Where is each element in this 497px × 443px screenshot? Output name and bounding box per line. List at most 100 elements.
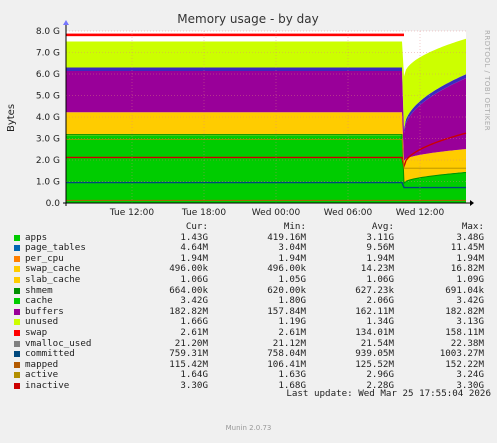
legend-label: inactive	[25, 379, 70, 391]
legend-avg: 14.23M	[360, 263, 394, 275]
legend-max: 22.38M	[450, 337, 484, 349]
y-tick-label: 5.0 G	[36, 92, 60, 102]
col-min: Min:	[283, 221, 306, 232]
area-slab-cache	[66, 112, 466, 184]
legend-avg: 2.28G	[366, 379, 394, 391]
legend-swatch	[14, 298, 20, 305]
y-tick-label: 4.0 G	[36, 113, 60, 123]
legend-avg: 134.01M	[355, 326, 394, 338]
legend-label: shmem	[25, 284, 53, 296]
legend-row-swap: swap 2.61M 2.61M 134.01M 158.11M	[12, 326, 490, 339]
line-shmem	[66, 134, 467, 185]
legend-label: swap	[25, 326, 48, 338]
legend-row-vmalloc-used: vmalloc_used 21.20M 21.12M 21.54M 22.38M	[12, 337, 490, 350]
legend-min: 620.00k	[267, 284, 306, 296]
legend-swatch	[14, 308, 20, 315]
legend-min: 496.00k	[267, 263, 306, 275]
legend-min: 3.04M	[278, 242, 306, 254]
x-axis-arrow	[470, 200, 474, 206]
area-layers	[66, 33, 466, 203]
legend-label: mapped	[25, 358, 59, 370]
legend-max: 1.09G	[456, 273, 484, 285]
legend-label: swap_cache	[25, 263, 81, 275]
legend-swatch	[14, 340, 20, 347]
legend-row-inactive: inactive 3.30G 1.68G 2.28G 3.30G	[12, 379, 490, 392]
legend-avg: 939.05M	[355, 348, 394, 360]
legend-avg: 627.23k	[355, 284, 394, 296]
y-axis-arrow	[63, 20, 69, 25]
legend-max: 3.48G	[456, 231, 484, 243]
legend-max: 3.13G	[456, 316, 484, 328]
legend-swatch	[14, 287, 20, 294]
rrdtool-credit: RRDTOOL / TOBI OETIKER	[483, 30, 491, 131]
x-tick-label: Tue 18:00	[181, 208, 226, 218]
x-tick-label: Wed 06:00	[324, 208, 373, 218]
legend-max: 3.42G	[456, 295, 484, 307]
y-tick-label: 8.0 G	[36, 27, 60, 37]
y-tick-label: 6.0 G	[36, 70, 60, 80]
legend-swatch	[14, 351, 20, 358]
legend-row-buffers: buffers 182.82M 157.84M 162.11M 182.82M	[12, 305, 490, 318]
line-inactive	[66, 132, 467, 170]
legend-cur: 664.00k	[169, 284, 208, 296]
legend-min: 1.05G	[278, 273, 306, 285]
legend-label: active	[25, 369, 59, 381]
legend-cur: 759.31M	[169, 348, 208, 360]
y-tick-label: 0.0	[46, 199, 61, 209]
col-cur: Cur:	[185, 221, 208, 232]
y-tick-label: 1.0 G	[36, 178, 60, 188]
legend-cur: 3.42G	[180, 295, 208, 307]
last-update: Last update: Wed Mar 25 17:55:04 2026	[286, 388, 491, 399]
legend-avg: 1.06G	[366, 273, 394, 285]
legend-cur: 1.94M	[180, 252, 208, 264]
legend-row-slab-cache: slab_cache 1.06G 1.05G 1.06G 1.09G	[12, 273, 490, 286]
legend-label: slab_cache	[25, 273, 81, 285]
x-axis-ticks: Tue 12:00 Tue 18:00 Wed 00:00 Wed 06:00 Wed …	[109, 208, 445, 218]
munin-version: Munin 2.0.73	[225, 424, 272, 432]
legend-swatch	[14, 372, 20, 379]
col-max: Max:	[461, 221, 484, 232]
legend-cur: 3.30G	[180, 379, 208, 391]
legend-max: 182.82M	[445, 305, 484, 317]
legend-swatch	[14, 255, 20, 262]
legend-min: 21.12M	[272, 337, 306, 349]
legend-label: cache	[25, 295, 53, 307]
legend-cur: 1.66G	[180, 316, 208, 328]
legend-max: 3.30G	[456, 379, 484, 391]
area-apps	[66, 135, 466, 203]
legend-max: 11.45M	[450, 242, 484, 254]
legend-swatch	[14, 361, 20, 368]
y-tick-label: 7.0 G	[36, 49, 60, 59]
chart-title: Memory usage - by day	[177, 12, 318, 26]
legend-label: page_tables	[25, 242, 86, 254]
legend-min: 758.04M	[267, 348, 306, 360]
legend-cur: 1.43G	[180, 231, 208, 243]
legend-cur: 1.64G	[180, 369, 208, 381]
x-tick-label: Wed 00:00	[252, 208, 301, 218]
legend-min: 1.80G	[278, 295, 306, 307]
legend-avg: 1.34G	[366, 316, 394, 328]
legend-row-apps: apps 1.43G 419.16M 3.11G 3.48G	[12, 231, 490, 244]
memory-chart: Memory usage - by day Bytes RRDTOOL / TO…	[6, 12, 491, 218]
legend-avg: 2.96G	[366, 369, 394, 381]
legend-max: 3.24G	[456, 369, 484, 381]
y-tick-label: 2.0 G	[36, 156, 60, 166]
legend-swatch	[14, 382, 20, 389]
area-unused	[66, 38, 466, 130]
y-axis-label: Bytes	[6, 104, 17, 132]
legend-avg: 125.52M	[355, 358, 394, 370]
legend-min: 2.61M	[278, 326, 306, 338]
legend-row-active: active 1.64G 1.63G 2.96G 3.24G	[12, 370, 490, 381]
area-cache	[66, 70, 466, 161]
legend-avg: 2.06G	[366, 295, 394, 307]
legend-row-per-cpu: per_cpu 1.94M 1.94M 1.94M 1.94M	[12, 252, 490, 265]
legend-cur: 1.06G	[180, 273, 208, 285]
x-tick-label: Tue 12:00	[109, 208, 154, 218]
grid-lines	[66, 30, 466, 203]
legend-row-unused: unused 1.66G 1.19G 1.34G 3.13G	[12, 317, 490, 328]
line-active	[66, 138, 466, 169]
legend-min: 157.84M	[267, 305, 306, 317]
legend-row-committed: committed 759.31M 758.04M 939.05M 1003.27M	[12, 349, 490, 360]
legend-min: 1.19G	[278, 316, 306, 328]
legend-cur: 2.61M	[180, 326, 208, 338]
